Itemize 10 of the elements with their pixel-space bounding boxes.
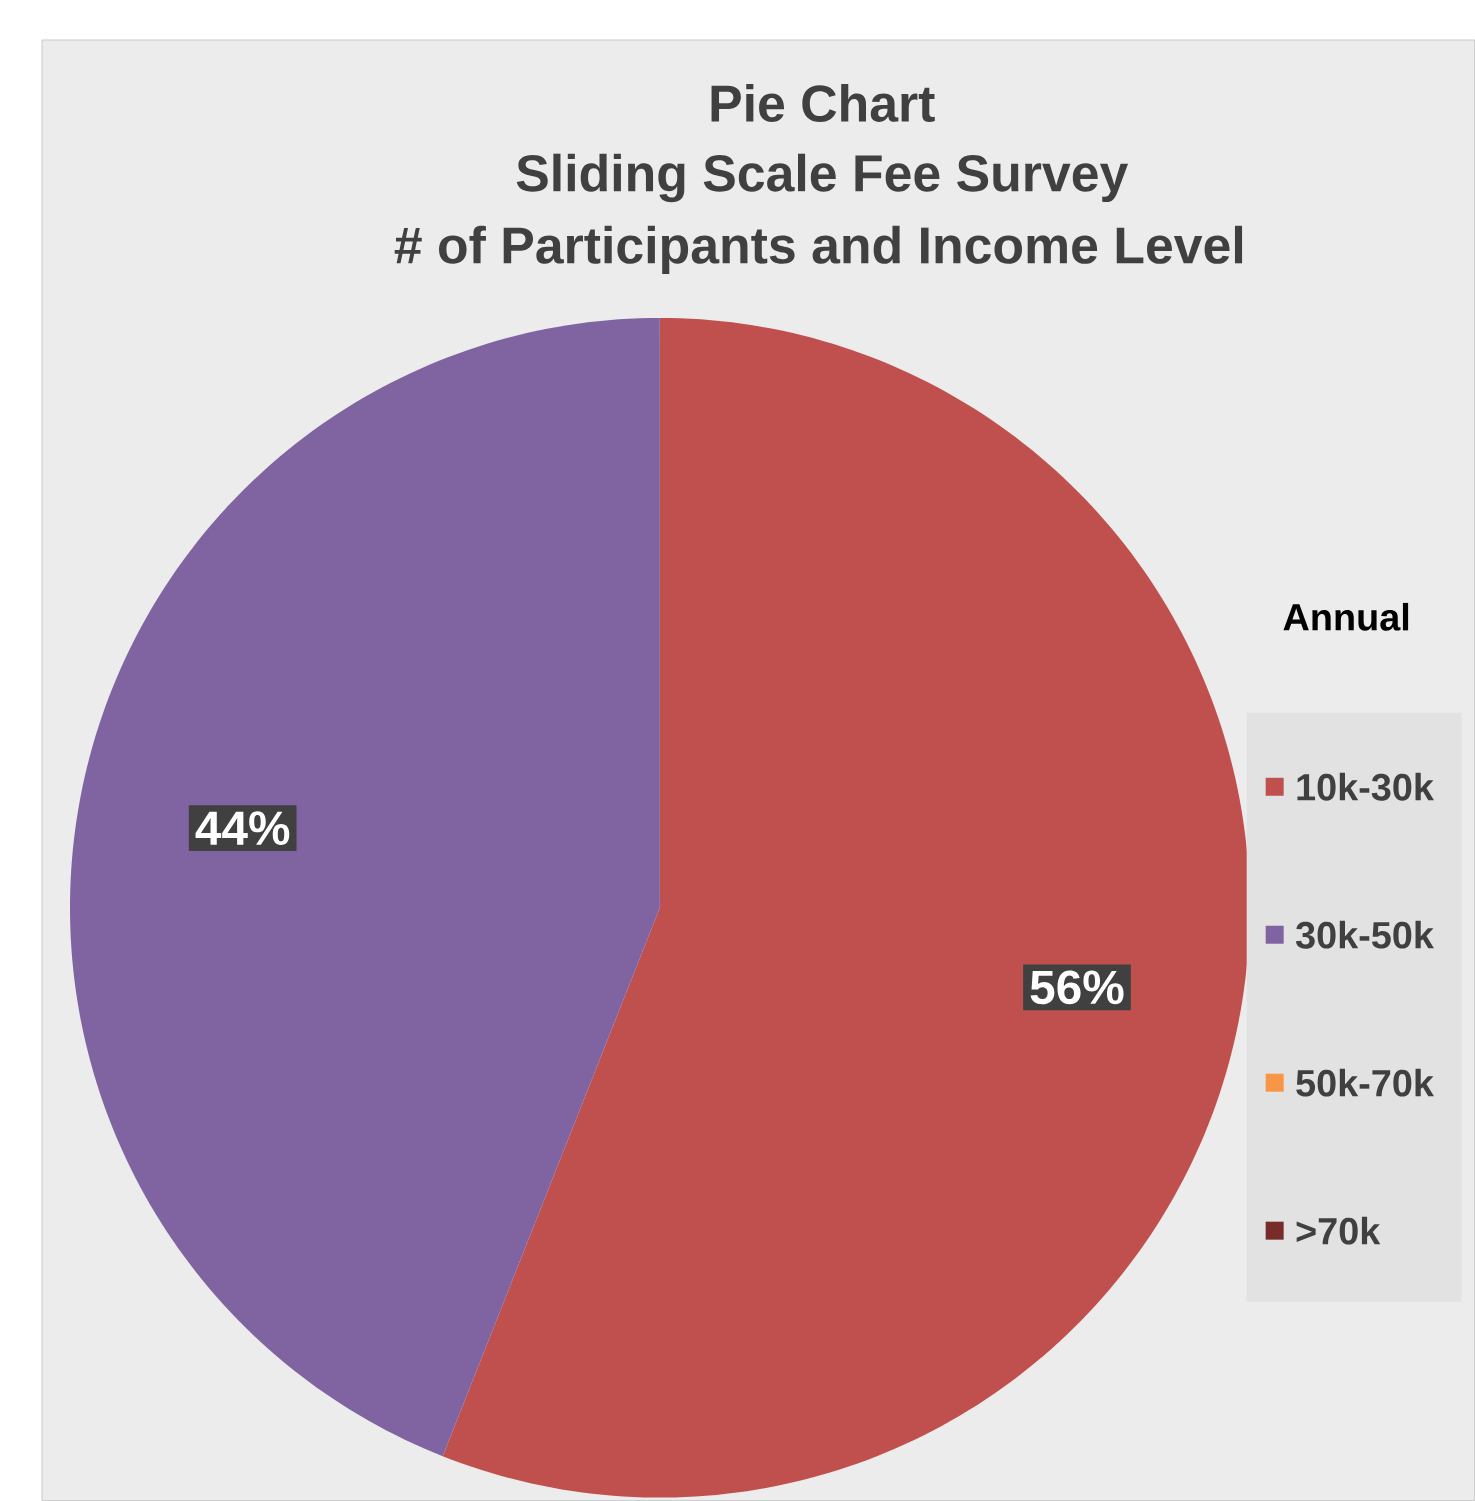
legend-title: Annual [1283,602,1409,631]
chart-title: Pie Chart [711,83,935,122]
legend-label: >70k [1296,1216,1381,1245]
data-label: 56% [1030,970,1124,1005]
data-label: 44% [195,811,290,845]
legend-label: 30k-50k [1295,920,1434,949]
legend-label: 50k-70k [1296,1068,1434,1097]
chart-subtitle: Sliding Scale Fee Survey [516,153,1129,203]
text: # of Participants and Income Level [394,225,1243,275]
legend-label: 10k-30k [1297,772,1434,801]
